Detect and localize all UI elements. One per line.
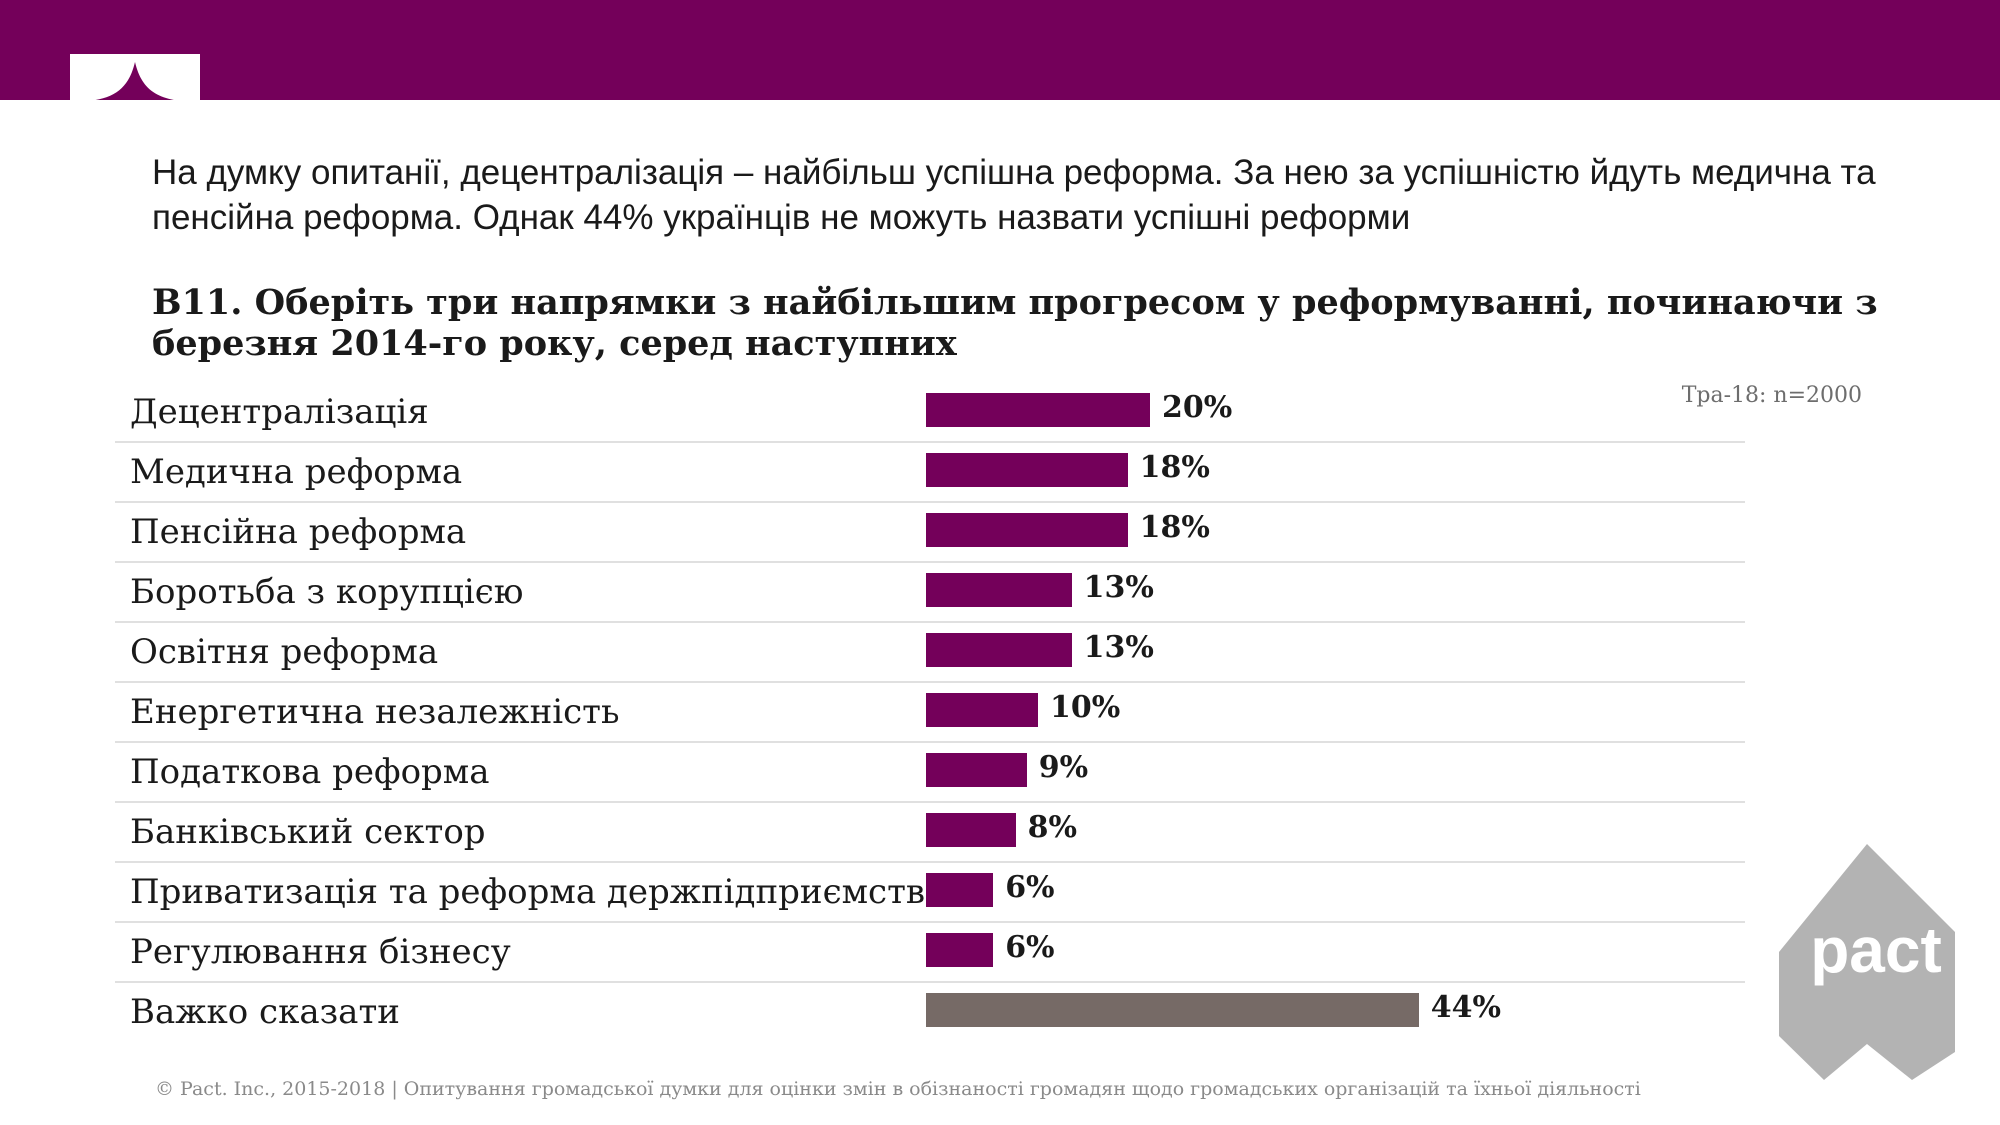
category-label: Пенсійна реформа	[130, 512, 467, 552]
bar	[926, 453, 1128, 487]
category-label: Децентралізація	[130, 392, 429, 432]
bar-value-label: 6%	[1005, 870, 1055, 905]
row-divider	[115, 741, 1745, 743]
bar-value-label: 18%	[1139, 450, 1210, 485]
category-label: Банківський сектор	[130, 812, 486, 852]
bar	[926, 513, 1128, 547]
bar-value-label: 9%	[1038, 750, 1089, 785]
category-label: Приватизація та реформа держпідприємств	[130, 872, 926, 912]
headline: На думку опитанії, децентралізація – най…	[152, 153, 1876, 237]
row-divider	[115, 801, 1745, 803]
category-label: Важко сказати	[130, 992, 400, 1032]
header-notch	[70, 54, 200, 102]
row-divider	[115, 861, 1745, 863]
category-label: Регулювання бізнесу	[130, 932, 511, 972]
row-divider	[115, 501, 1745, 503]
category-label: Медична реформа	[130, 452, 463, 492]
header-band	[0, 0, 2000, 100]
chart-title: В11. Оберіть три напрямки з найбільшим п…	[152, 282, 1878, 364]
bar-value-label: 6%	[1005, 930, 1055, 965]
row-divider	[115, 921, 1745, 923]
bar	[926, 813, 1016, 847]
bar	[926, 573, 1072, 607]
bar-value-label: 8%	[1027, 810, 1077, 845]
row-divider	[115, 681, 1745, 683]
bar-value-label: 13%	[1083, 630, 1154, 665]
bar	[926, 993, 1419, 1027]
bar-value-label: 18%	[1139, 510, 1210, 545]
bar	[926, 393, 1150, 427]
bar-value-label: 13%	[1083, 570, 1154, 605]
pact-logo-icon: pact	[1779, 844, 1955, 1080]
category-label: Освітня реформа	[130, 632, 439, 672]
bar-value-label: 20%	[1162, 390, 1233, 425]
bar-value-label: 10%	[1050, 690, 1121, 725]
bar	[926, 753, 1027, 787]
category-label: Енергетична незалежність	[130, 692, 620, 732]
bar-value-label: 44%	[1430, 990, 1502, 1025]
sample-note: Тра-18: n=2000	[1681, 383, 1862, 408]
bar	[926, 933, 994, 967]
category-label: Боротьба з корупцією	[130, 572, 524, 612]
row-divider	[115, 441, 1745, 443]
bar	[926, 873, 994, 907]
footer-copyright: © Pact. Inc., 2015-2018 | Опитування гро…	[155, 1078, 1641, 1100]
category-label: Податкова реформа	[130, 752, 490, 792]
row-divider	[115, 561, 1745, 563]
bar	[926, 693, 1038, 727]
logo-text: pact	[1810, 914, 1942, 986]
row-divider	[115, 981, 1745, 983]
row-divider	[115, 621, 1745, 623]
bar	[926, 633, 1072, 667]
